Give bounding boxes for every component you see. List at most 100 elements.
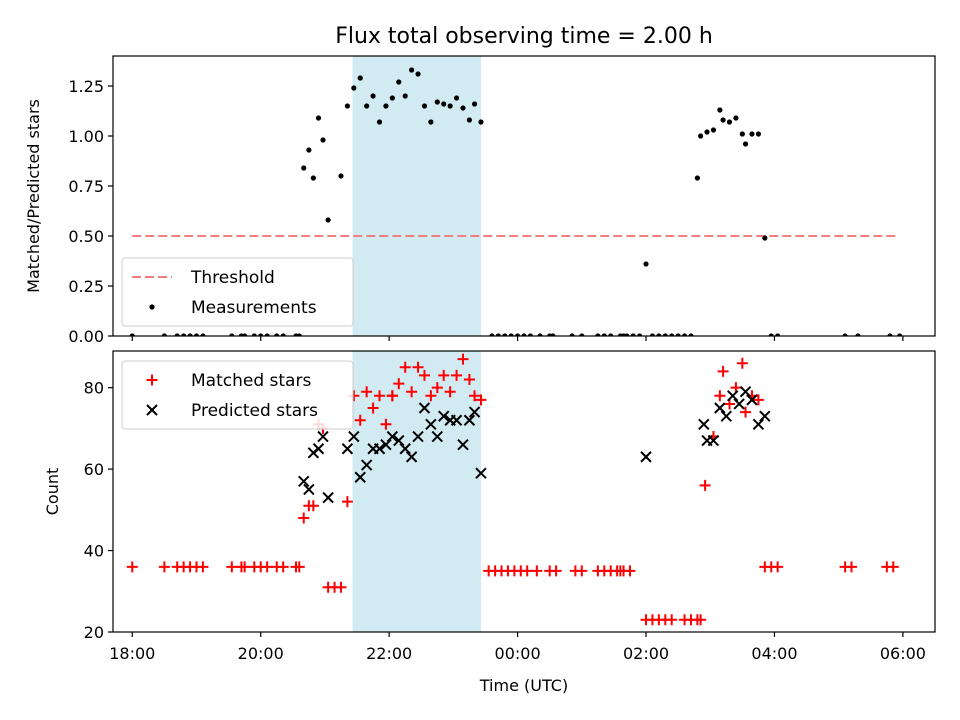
predicted-star-point bbox=[457, 438, 469, 451]
matched-star-point bbox=[425, 390, 437, 402]
measurement-point bbox=[514, 333, 521, 336]
predicted-star-point bbox=[354, 471, 366, 483]
measurement-point bbox=[489, 333, 495, 336]
x-tick-label: 02:00 bbox=[623, 644, 669, 663]
measurement-point bbox=[421, 103, 428, 109]
matched-star-point bbox=[393, 378, 405, 390]
predicted-star-point bbox=[475, 467, 487, 479]
matched-star-point bbox=[521, 565, 533, 577]
predicted-star-point bbox=[746, 394, 758, 406]
measurement-point bbox=[460, 105, 466, 111]
measurement-point bbox=[675, 333, 681, 336]
measurement-point bbox=[649, 333, 656, 336]
predicted-star-point bbox=[727, 390, 739, 402]
measurement-point bbox=[726, 119, 733, 125]
measurement-point bbox=[768, 333, 774, 336]
x-tick-label: 22:00 bbox=[366, 644, 412, 663]
matched-star-point bbox=[624, 565, 636, 577]
measurement-point bbox=[296, 333, 302, 336]
y-tick-label: 0.75 bbox=[68, 177, 104, 196]
plot-area bbox=[126, 353, 899, 626]
matched-star-point bbox=[699, 479, 711, 491]
measurement-point bbox=[717, 107, 723, 113]
matched-star-point bbox=[380, 418, 392, 430]
matched-star-point bbox=[740, 406, 752, 418]
matched-star-point bbox=[451, 369, 463, 381]
y-axis-label: Matched/Predicted stars bbox=[24, 99, 43, 293]
matched-star-point bbox=[418, 369, 430, 381]
measurement-point bbox=[643, 261, 649, 267]
predicted-star-point bbox=[322, 491, 334, 504]
y-tick-label: 0.25 bbox=[68, 277, 104, 296]
measurement-point bbox=[351, 85, 357, 91]
measurement-point bbox=[569, 333, 575, 336]
x-axis-label: Time (UTC) bbox=[479, 676, 568, 695]
measurement-point bbox=[193, 333, 200, 336]
measurement-point bbox=[181, 333, 187, 336]
measurement-point bbox=[364, 103, 370, 109]
legend-label: Predicted stars bbox=[191, 401, 318, 421]
matched-star-point bbox=[335, 581, 347, 593]
predicted-star-point bbox=[303, 483, 315, 496]
predicted-star-point bbox=[317, 430, 329, 443]
measurement-point bbox=[389, 95, 395, 101]
predicted-star-point bbox=[752, 418, 765, 431]
matched-star-point bbox=[406, 386, 418, 398]
measurement-point bbox=[681, 333, 688, 336]
measurement-point bbox=[733, 115, 739, 121]
predicted-star-point bbox=[418, 402, 431, 414]
matched-star-point bbox=[475, 394, 487, 406]
measurement-point bbox=[274, 333, 280, 336]
measurement-point bbox=[320, 137, 326, 143]
matched-star-point bbox=[846, 561, 858, 573]
measurement-point bbox=[315, 115, 322, 121]
observing-window-band bbox=[352, 56, 481, 336]
x-tick-label: 20:00 bbox=[238, 644, 284, 663]
measurement-point bbox=[630, 333, 636, 336]
predicted-star-point bbox=[348, 430, 360, 443]
measurement-point bbox=[887, 333, 893, 336]
matched-star-point bbox=[158, 561, 170, 573]
measurement-point bbox=[200, 333, 206, 336]
legend-matched-swatch bbox=[146, 374, 158, 386]
measurement-point bbox=[187, 333, 193, 336]
matched-star-point bbox=[367, 402, 379, 414]
matched-star-point bbox=[438, 369, 450, 381]
predicted-star-point bbox=[450, 414, 463, 426]
legend: Threshold Measurements bbox=[121, 257, 354, 327]
measurement-point bbox=[521, 333, 527, 336]
predicted-star-point bbox=[399, 443, 411, 455]
predicted-star-point bbox=[720, 410, 732, 422]
y-tick-label: 1.00 bbox=[68, 127, 104, 146]
measurement-point bbox=[656, 333, 662, 336]
measurement-point bbox=[478, 119, 484, 125]
measurement-point bbox=[739, 131, 745, 137]
predicted-star-point bbox=[431, 430, 444, 443]
matched-star-point bbox=[444, 386, 456, 398]
measurement-point bbox=[704, 129, 710, 135]
measurement-point bbox=[383, 103, 389, 109]
legend-predicted-swatch bbox=[146, 404, 158, 416]
y-tick-label: 20 bbox=[84, 623, 104, 642]
matched-star-point bbox=[226, 561, 238, 573]
chart-title: Flux total observing time = 2.00 h bbox=[335, 24, 713, 49]
measurement-point bbox=[129, 333, 135, 336]
matched-star-point bbox=[469, 390, 481, 402]
legend-box bbox=[121, 257, 354, 327]
measurement-point bbox=[502, 333, 508, 336]
measurement-point bbox=[842, 333, 848, 336]
matched-star-point bbox=[772, 561, 784, 573]
measurement-point bbox=[601, 333, 607, 336]
measurement-point bbox=[280, 333, 286, 336]
measurement-point bbox=[310, 175, 316, 181]
measurement-point bbox=[762, 235, 768, 241]
measurement-point bbox=[595, 333, 601, 336]
measurement-point bbox=[258, 333, 264, 336]
measurement-point bbox=[428, 119, 434, 125]
y-tick-label: 0.50 bbox=[68, 227, 104, 246]
matched-star-point bbox=[341, 496, 353, 508]
measurement-point bbox=[402, 93, 408, 99]
measurement-point bbox=[537, 333, 543, 336]
matched-star-point bbox=[239, 561, 251, 573]
x-tick-label: 00:00 bbox=[495, 644, 541, 663]
